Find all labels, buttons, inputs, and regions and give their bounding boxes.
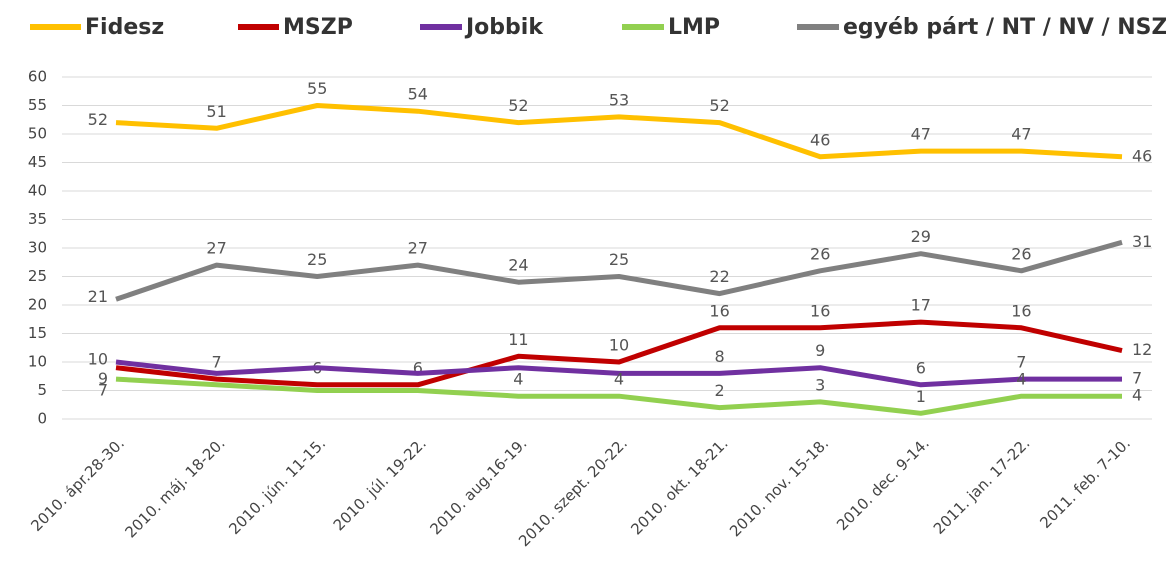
data-label: 8 — [715, 347, 725, 366]
y-tick-label: 15 — [28, 324, 47, 342]
data-label: 24 — [508, 256, 528, 275]
data-label: 47 — [1011, 125, 1031, 144]
x-tick-label: 2011. feb. 7-10. — [1036, 434, 1134, 532]
x-tick-label: 2010. máj. 18-20. — [121, 434, 228, 541]
data-label: 7 — [1132, 369, 1142, 388]
series-line — [115, 319, 1123, 388]
data-label: 4 — [513, 370, 523, 389]
data-label: 55 — [307, 79, 327, 98]
legend-label: LMP — [668, 15, 720, 40]
data-label: 6 — [413, 358, 423, 377]
data-label: 25 — [609, 250, 629, 269]
y-tick-label: 5 — [37, 381, 47, 399]
data-label: 25 — [307, 250, 327, 269]
data-label: 4 — [1132, 386, 1142, 405]
y-tick-label: 50 — [28, 125, 47, 143]
y-tick-label: 55 — [28, 96, 47, 114]
data-label: 9 — [98, 369, 108, 388]
data-label: 16 — [810, 301, 830, 320]
data-label: 26 — [810, 244, 830, 263]
x-tick-label: 2010. júl. 19-22. — [330, 434, 430, 534]
data-label: 52 — [88, 110, 108, 129]
data-label: 4 — [614, 370, 624, 389]
series-line — [115, 103, 1123, 160]
y-tick-label: 25 — [28, 267, 47, 285]
data-label: 47 — [911, 125, 931, 144]
data-label: 46 — [810, 130, 830, 149]
data-label: 46 — [1132, 146, 1152, 165]
legend-label: MSZP — [283, 15, 353, 40]
data-label: 11 — [508, 330, 528, 349]
data-label: 12 — [1132, 340, 1152, 359]
data-label: 2 — [715, 381, 725, 400]
legend-label: Jobbik — [464, 15, 544, 40]
x-tick-label: 2010. jún. 11-15. — [225, 434, 329, 538]
y-tick-label: 40 — [28, 182, 47, 200]
data-label: 7 — [212, 353, 222, 372]
data-label: 6 — [916, 358, 926, 377]
data-label: 3 — [815, 375, 825, 394]
data-label: 16 — [1011, 301, 1031, 320]
x-tick-label: 2010. okt. 18-21. — [627, 434, 731, 538]
legend-label: Fidesz — [85, 15, 164, 40]
data-label: 16 — [709, 301, 729, 320]
data-label: 54 — [408, 85, 428, 104]
y-tick-label: 60 — [28, 68, 47, 86]
data-label: 22 — [709, 267, 729, 286]
x-tick-label: 2010. nov. 15-18. — [726, 434, 832, 540]
series-line — [115, 359, 1122, 388]
data-label: 9 — [815, 341, 825, 360]
y-tick-label: 10 — [28, 353, 47, 371]
x-tick-label: 2010. dec. 9-14. — [833, 434, 933, 534]
data-label: 7 — [98, 381, 108, 400]
x-tick-label: 2011. jan. 17-22. — [930, 434, 1034, 538]
data-label: 27 — [206, 239, 226, 258]
y-tick-label: 45 — [28, 153, 47, 171]
data-label: 7 — [1016, 353, 1026, 372]
data-label: 31 — [1132, 232, 1152, 251]
data-label: 21 — [88, 287, 108, 306]
data-label: 1 — [916, 387, 926, 406]
legend-label: egyéb párt / NT / NV / NSZ — [843, 15, 1166, 40]
x-tick-label: 2010. aug.16-19. — [426, 434, 530, 538]
x-tick-label: 2010. ápr.28-30. — [27, 434, 128, 535]
data-label: 51 — [206, 102, 226, 121]
y-tick-label: 0 — [37, 410, 47, 428]
y-tick-label: 20 — [28, 296, 47, 314]
data-label: 52 — [709, 96, 729, 115]
data-label: 10 — [88, 350, 108, 369]
data-label: 53 — [609, 90, 629, 109]
y-tick-label: 35 — [28, 210, 47, 228]
data-label: 52 — [508, 96, 528, 115]
y-tick-label: 30 — [28, 239, 47, 257]
data-label: 27 — [408, 239, 428, 258]
data-label: 4 — [1016, 370, 1026, 389]
x-tick-label: 2010. szept. 20-22. — [515, 434, 631, 550]
data-label: 29 — [911, 227, 931, 246]
data-label: 10 — [609, 336, 629, 355]
data-label: 26 — [1011, 244, 1031, 263]
data-label: 17 — [911, 296, 931, 315]
series-line — [115, 376, 1122, 416]
series-line — [115, 239, 1123, 302]
